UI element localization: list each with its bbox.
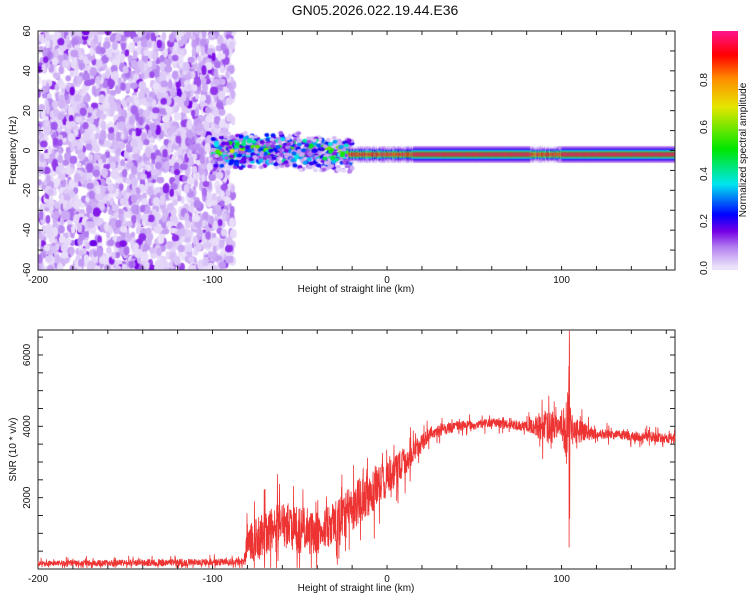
x-axis-label: Height of straight line (km)	[298, 583, 415, 594]
colorbar-label: Normalized spectral amplitude	[738, 82, 749, 217]
colorbar-tick-label: 0.6	[699, 120, 710, 134]
y-tick-label: 0	[22, 147, 33, 153]
heatmap-frame	[37, 30, 676, 271]
y-tick-label: -40	[22, 223, 33, 238]
x-axis-label: Height of straight line (km)	[298, 284, 415, 295]
x-tick-label: 0	[384, 275, 390, 286]
spectrogram-heatmap	[38, 31, 675, 270]
chart-title: GN05.2026.022.19.44.E36	[291, 2, 459, 18]
y-axis-label: Frequency (Hz)	[8, 116, 19, 185]
x-tick-label: 0	[384, 574, 390, 585]
x-tick-label: -200	[28, 275, 48, 286]
x-tick-label: -100	[203, 275, 223, 286]
x-tick-label: -100	[203, 574, 223, 585]
colorbar-tick-label: 0.4	[699, 167, 710, 181]
colorbar-tick-label: 0.0	[699, 261, 710, 275]
y-tick-label: 4000	[22, 415, 33, 438]
x-tick-label: -200	[28, 574, 48, 585]
y-tick-label: 2000	[22, 486, 33, 509]
x-tick-label: 100	[553, 574, 570, 585]
y-axis-label: SNR (10 * v/v)	[8, 418, 19, 482]
y-tick-label: 40	[22, 65, 33, 77]
colorbar-tick-label: 0.8	[699, 73, 710, 87]
colorbar	[712, 31, 738, 270]
snr-frame	[37, 329, 676, 570]
y-tick-label: 60	[22, 25, 33, 37]
y-tick-label: -60	[22, 262, 33, 277]
y-tick-label: 6000	[22, 343, 33, 366]
y-tick-label: 20	[22, 105, 33, 117]
snr-series-line	[37, 330, 676, 568]
x-tick-label: 100	[553, 275, 570, 286]
colorbar-tick-label: 0.2	[699, 214, 710, 228]
y-tick-label: -20	[22, 183, 33, 198]
